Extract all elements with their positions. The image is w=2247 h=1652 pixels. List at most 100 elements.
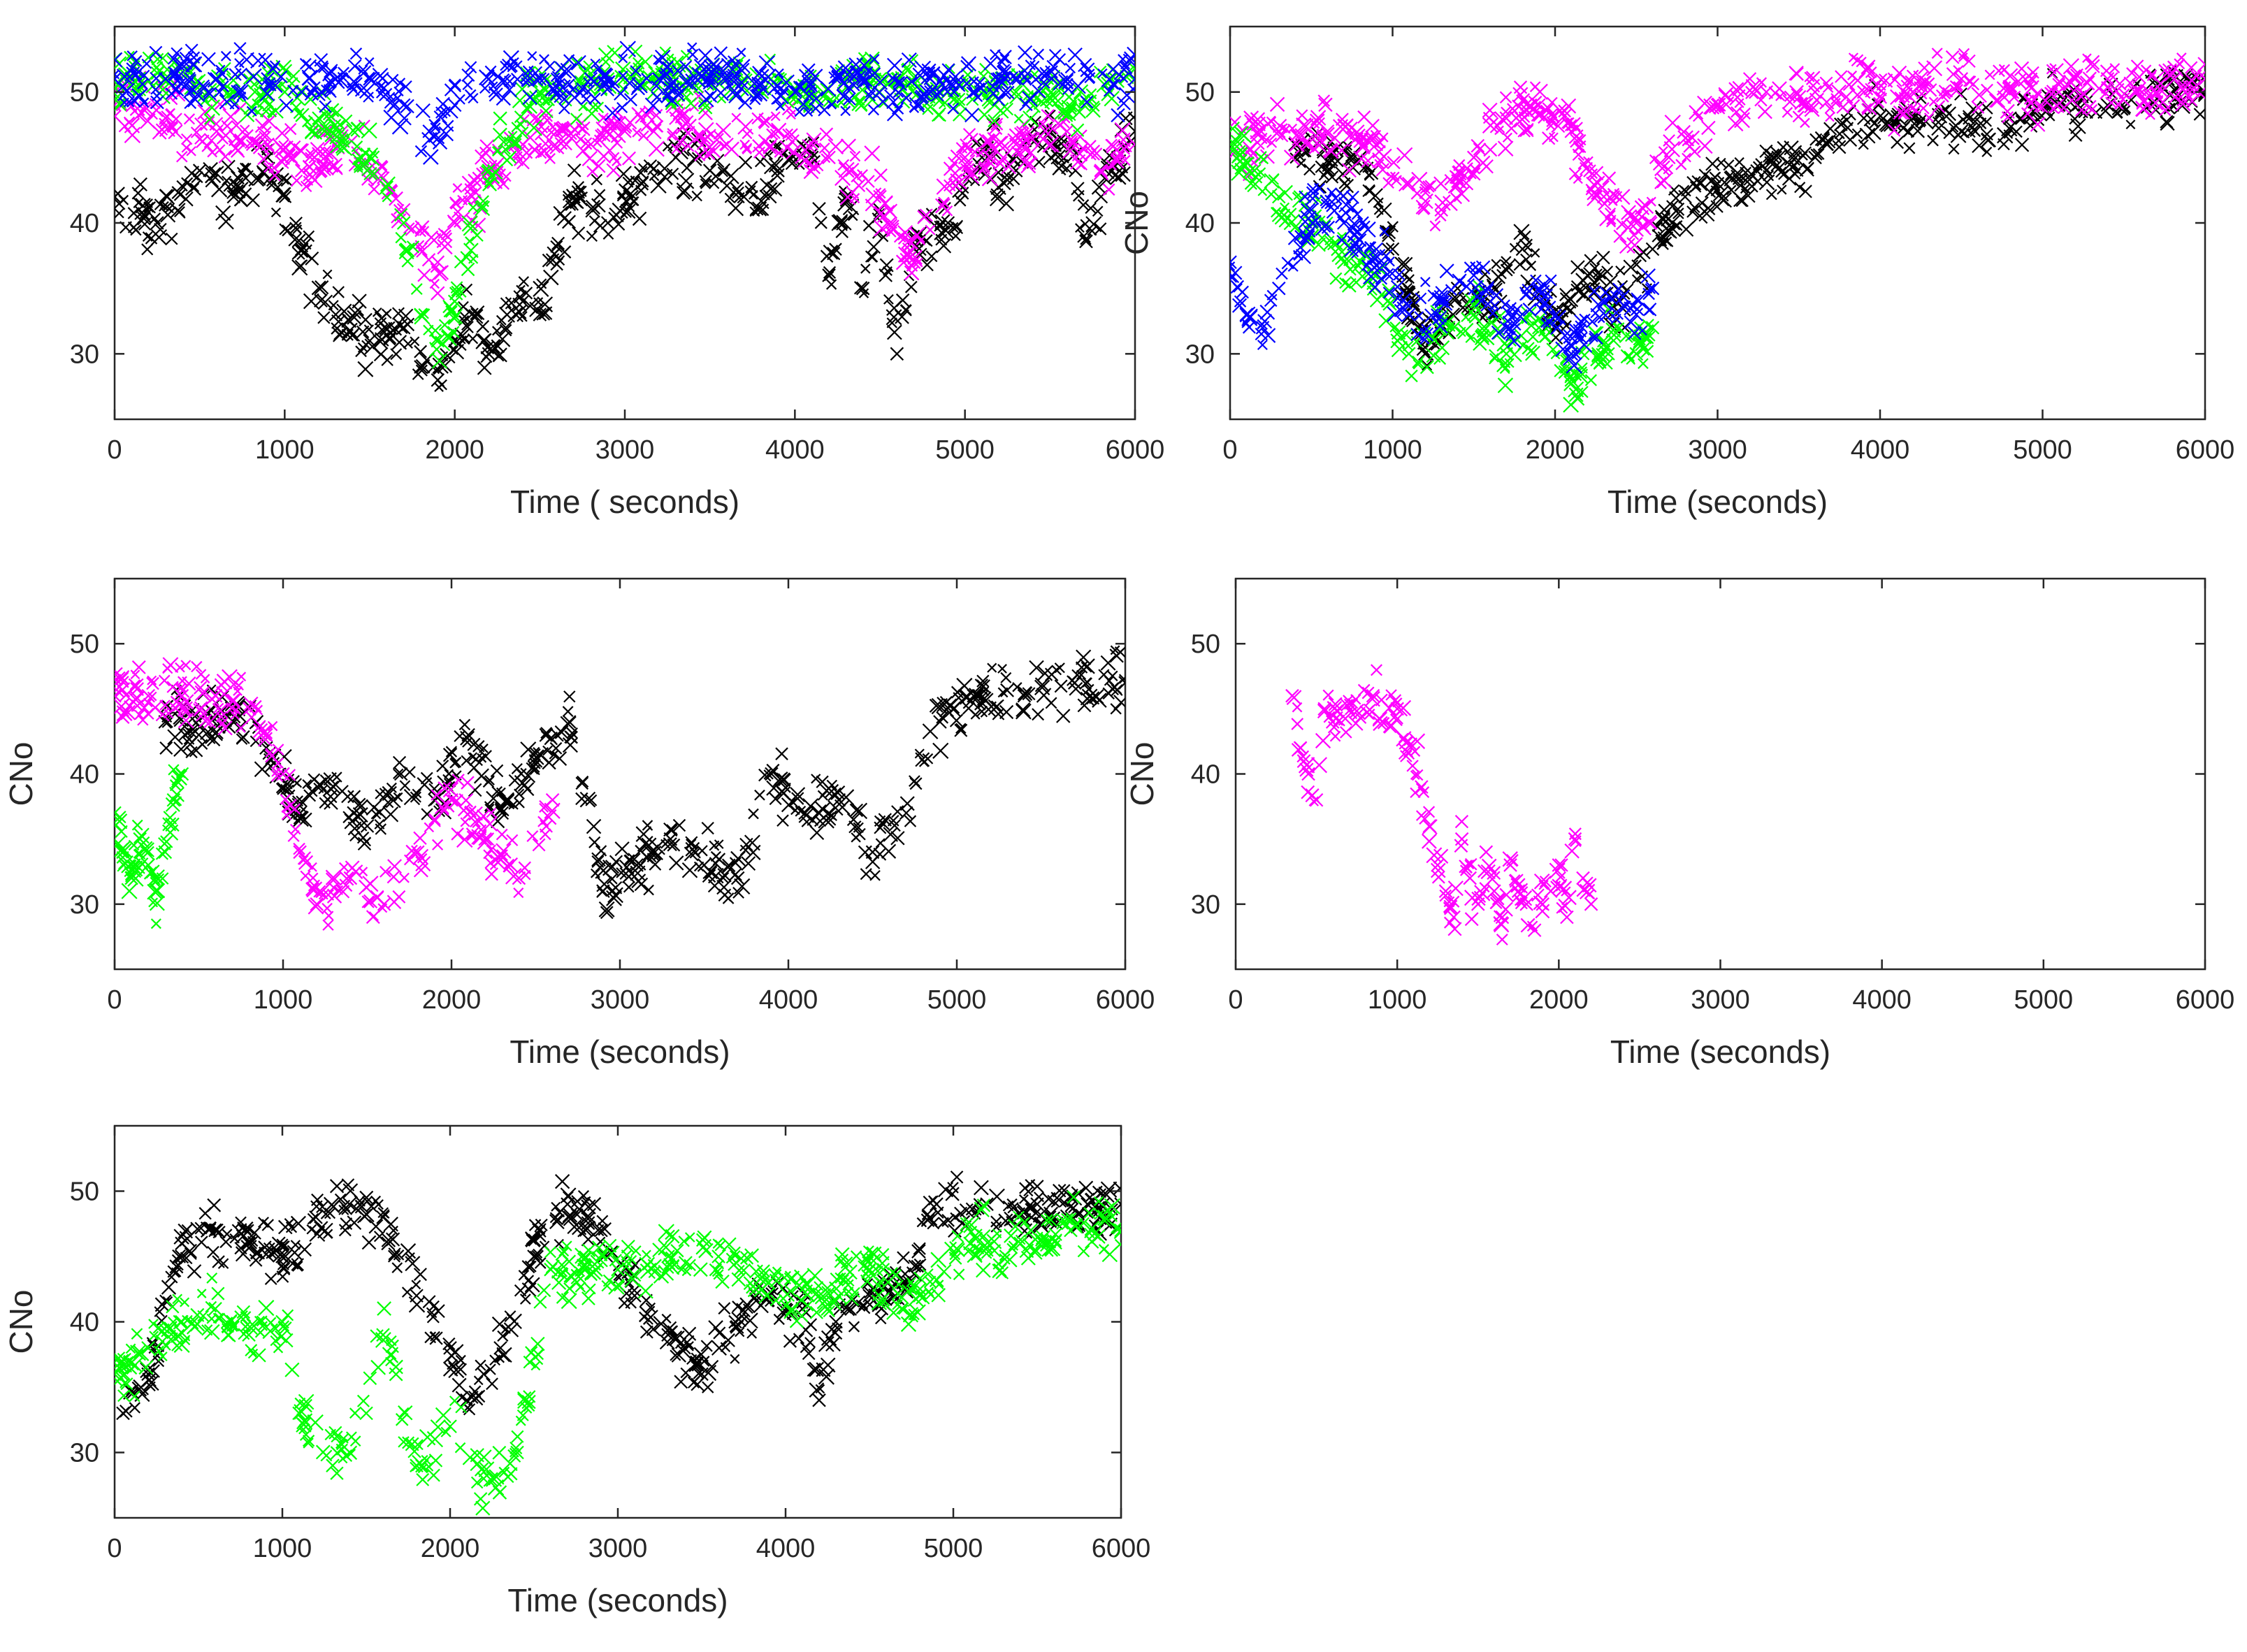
data-point bbox=[593, 219, 607, 233]
data-point bbox=[266, 62, 280, 75]
data-point bbox=[345, 860, 360, 876]
data-point bbox=[115, 825, 128, 838]
data-point bbox=[505, 296, 518, 310]
data-point bbox=[414, 242, 428, 256]
data-point bbox=[1433, 848, 1449, 864]
data-point bbox=[825, 279, 837, 290]
data-point bbox=[150, 85, 161, 95]
data-point bbox=[1642, 303, 1657, 317]
data-point bbox=[596, 149, 612, 164]
data-point bbox=[820, 80, 837, 97]
data-point bbox=[438, 227, 449, 240]
data-point bbox=[560, 62, 577, 80]
data-point bbox=[1382, 242, 1395, 256]
data-point bbox=[171, 769, 187, 786]
data-point bbox=[915, 89, 930, 103]
data-point bbox=[1257, 187, 1268, 196]
data-point bbox=[540, 96, 550, 106]
data-point bbox=[1570, 260, 1585, 275]
data-point bbox=[667, 838, 681, 852]
data-point bbox=[734, 62, 750, 78]
data-point bbox=[1071, 145, 1088, 162]
data-point bbox=[116, 850, 129, 864]
data-point bbox=[252, 172, 266, 186]
data-point bbox=[138, 97, 150, 108]
data-point bbox=[1566, 117, 1581, 131]
data-point bbox=[2045, 111, 2055, 122]
data-point bbox=[186, 82, 200, 96]
data-point bbox=[1527, 923, 1542, 937]
data-point bbox=[1619, 300, 1631, 313]
data-point bbox=[686, 136, 703, 152]
data-point bbox=[874, 168, 888, 182]
data-point bbox=[214, 144, 226, 156]
data-point bbox=[1259, 304, 1276, 320]
data-point bbox=[2010, 73, 2027, 89]
data-point bbox=[1422, 806, 1436, 818]
data-point bbox=[220, 50, 231, 61]
data-point bbox=[314, 294, 328, 308]
data-point bbox=[1836, 101, 1849, 114]
data-point bbox=[723, 168, 739, 184]
data-point bbox=[1333, 714, 1345, 727]
data-point bbox=[1972, 101, 1985, 114]
data-point bbox=[115, 52, 123, 68]
data-point bbox=[1317, 94, 1331, 107]
data-point bbox=[1703, 172, 1720, 189]
data-point bbox=[712, 85, 729, 101]
data-point bbox=[385, 792, 401, 809]
data-point bbox=[1020, 158, 1036, 174]
data-point bbox=[386, 870, 400, 884]
data-point bbox=[2046, 85, 2056, 94]
data-point bbox=[2147, 69, 2158, 80]
data-point bbox=[978, 71, 990, 82]
data-point bbox=[483, 849, 493, 860]
data-point bbox=[770, 129, 781, 139]
data-point bbox=[897, 246, 915, 263]
data-point bbox=[359, 83, 375, 99]
data-point bbox=[1500, 259, 1515, 274]
data-point bbox=[2197, 57, 2205, 72]
data-point bbox=[515, 768, 527, 780]
x-tick-label: 1000 bbox=[254, 985, 313, 1015]
data-point bbox=[1364, 240, 1375, 252]
data-point bbox=[301, 69, 318, 86]
data-point bbox=[1379, 226, 1390, 237]
data-point bbox=[834, 799, 851, 816]
data-point bbox=[293, 108, 305, 119]
data-point bbox=[319, 100, 332, 113]
data-point bbox=[120, 704, 136, 720]
data-point bbox=[221, 159, 236, 175]
data-point bbox=[1106, 159, 1117, 171]
data-point bbox=[358, 867, 368, 877]
data-point bbox=[1571, 349, 1582, 360]
data-point bbox=[1482, 117, 1499, 134]
data-point bbox=[1587, 186, 1601, 201]
data-point bbox=[2162, 63, 2177, 78]
data-point bbox=[869, 869, 881, 881]
data-point bbox=[207, 732, 221, 747]
data-point bbox=[962, 128, 976, 141]
data-point bbox=[131, 660, 146, 674]
data-point bbox=[468, 309, 484, 324]
data-point bbox=[1523, 242, 1533, 252]
data-point bbox=[169, 69, 180, 80]
data-point bbox=[873, 847, 887, 861]
data-point bbox=[1019, 97, 1033, 111]
data-point bbox=[1294, 128, 1307, 140]
data-point bbox=[1110, 703, 1122, 715]
data-point bbox=[1473, 890, 1487, 904]
data-point bbox=[1489, 300, 1500, 311]
data-point bbox=[1810, 148, 1823, 161]
data-point bbox=[329, 129, 345, 145]
data-point bbox=[1056, 709, 1071, 723]
data-point bbox=[1784, 149, 1801, 166]
data-point bbox=[1865, 124, 1881, 140]
data-point bbox=[361, 836, 371, 847]
data-point bbox=[1526, 920, 1538, 932]
data-point bbox=[1499, 91, 1512, 104]
data-point bbox=[1898, 108, 1910, 120]
data-point bbox=[1094, 164, 1106, 177]
data-point bbox=[1631, 292, 1647, 309]
y-tick-label: 40 bbox=[1185, 209, 1215, 238]
